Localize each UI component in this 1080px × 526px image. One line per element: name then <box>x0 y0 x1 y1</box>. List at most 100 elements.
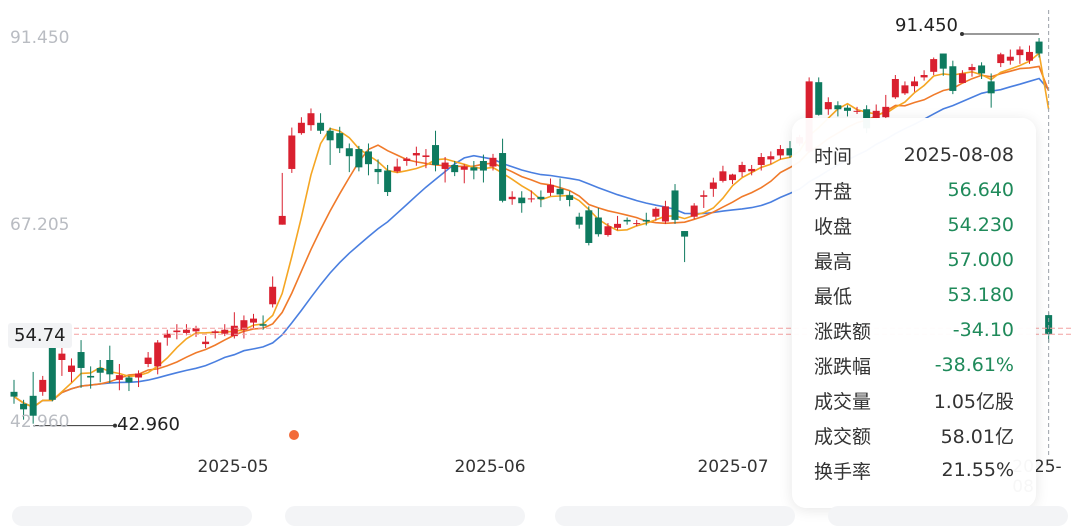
candle-body <box>144 357 152 364</box>
candle-body <box>240 320 248 330</box>
tooltip-row-close: 收盘 54.230 <box>814 208 1014 242</box>
candle-body <box>652 208 660 217</box>
candle-body <box>163 333 171 338</box>
x-tick-label-may: 2025-05 <box>197 457 269 477</box>
candle-body <box>805 81 813 152</box>
tooltip-row-change-pct: 涨跌幅 -38.61% <box>814 348 1014 382</box>
candle-body <box>20 403 28 410</box>
candle-body <box>843 107 851 111</box>
tooltip-key: 成交额 <box>814 425 872 448</box>
candle-body <box>594 217 602 235</box>
tooltip-value: -34.10 <box>952 319 1014 341</box>
candle-body <box>326 130 334 141</box>
candle-body <box>786 148 794 156</box>
candle-body <box>297 122 305 134</box>
candle-body <box>48 344 56 400</box>
candle-body <box>757 157 765 165</box>
candle-body <box>834 105 842 110</box>
tooltip-key: 时间 <box>814 145 853 168</box>
tooltip-value: 57.000 <box>947 249 1014 271</box>
candle-body <box>173 330 181 333</box>
candle-body <box>288 135 296 169</box>
candle-body <box>748 168 756 172</box>
x-tick-label-jul: 2025-07 <box>697 457 769 477</box>
tooltip-row-change: 涨跌额 -34.10 <box>814 313 1014 347</box>
candle-body <box>537 196 545 200</box>
tooltip-key: 涨跌幅 <box>814 355 872 378</box>
tooltip-key: 换手率 <box>814 460 872 483</box>
candle-body <box>77 352 85 368</box>
tooltip-key: 最低 <box>814 285 853 308</box>
x-tick-label-jun: 2025-06 <box>454 457 526 477</box>
candle-body <box>10 391 18 397</box>
candle-body <box>958 73 966 83</box>
candle-body <box>39 379 47 392</box>
candle-body <box>317 122 325 131</box>
tooltip-row-high: 最高 57.000 <box>814 243 1014 277</box>
candle-body <box>633 223 641 225</box>
candlestick-chart[interactable] <box>0 0 1080 515</box>
y-tick-label-mid: 67.205 <box>10 215 70 235</box>
candle-body <box>87 375 95 378</box>
data-tooltip: 时间 2025-08-08 开盘 56.640 收盘 54.230 最高 57.000 … <box>792 118 1036 508</box>
candle-body <box>920 75 928 78</box>
candle-body <box>307 113 315 126</box>
candle-body <box>518 197 526 204</box>
low-marker-dot <box>113 423 117 428</box>
tooltip-value: 54.230 <box>947 214 1014 236</box>
tooltip-value: 58.01亿 <box>940 425 1014 448</box>
tooltip-key: 成交量 <box>814 390 872 413</box>
candle-body <box>1045 315 1053 335</box>
candle-body <box>1025 51 1033 61</box>
tooltip-key: 开盘 <box>814 180 853 203</box>
candle-body <box>211 331 219 333</box>
candle-body <box>527 198 535 200</box>
low-price-label: 42.960 <box>117 414 180 435</box>
high-marker-dot <box>960 32 964 36</box>
tooltip-key: 收盘 <box>814 215 853 238</box>
candle-body <box>546 184 554 193</box>
tooltip-row-low: 最低 53.180 <box>814 278 1014 312</box>
candle-body <box>949 66 957 91</box>
candle-body <box>1016 49 1024 56</box>
bottom-tab-1[interactable] <box>12 506 252 526</box>
current-price-label: 54.74 <box>8 323 72 348</box>
candle-body <box>690 205 698 217</box>
bottom-tab-2[interactable] <box>285 506 525 526</box>
bottom-tab-4[interactable] <box>828 506 1068 526</box>
candle-body <box>67 365 75 372</box>
candle-body <box>671 190 679 220</box>
tooltip-row-turnover-rate: 换手率 21.55% <box>814 453 1014 487</box>
candle-body <box>853 110 861 112</box>
bottom-tab-3[interactable] <box>555 506 795 526</box>
tooltip-value: 21.55% <box>941 459 1014 481</box>
tooltip-row-open: 开盘 56.640 <box>814 173 1014 207</box>
candle-body <box>479 160 487 171</box>
candle-body <box>403 158 411 161</box>
candle-body <box>661 206 669 222</box>
candle-body <box>221 329 229 334</box>
candle-body <box>278 215 286 225</box>
candle-body <box>135 373 143 378</box>
candle-body <box>29 395 37 416</box>
high-price-label: 91.450 <box>895 15 958 36</box>
candle-body <box>125 377 133 383</box>
candle-body <box>911 81 919 87</box>
candle-body <box>470 167 478 171</box>
tooltip-key: 涨跌额 <box>814 320 872 343</box>
candle-body <box>709 182 717 189</box>
tooltip-value: 56.640 <box>947 179 1014 201</box>
candle-body <box>393 166 401 172</box>
candle-body <box>460 166 468 170</box>
candle-body <box>374 168 382 173</box>
candle-body <box>738 164 746 173</box>
candles <box>10 38 1053 424</box>
candle-body <box>384 170 392 193</box>
tooltip-row-time: 时间 2025-08-08 <box>814 138 1014 172</box>
tooltip-value: 2025-08-08 <box>903 144 1014 166</box>
tooltip-value: 1.05亿股 <box>933 390 1014 413</box>
candle-body <box>681 231 689 237</box>
candle-body <box>432 145 440 165</box>
candle-body <box>1006 56 1014 61</box>
candle-body <box>441 162 449 169</box>
